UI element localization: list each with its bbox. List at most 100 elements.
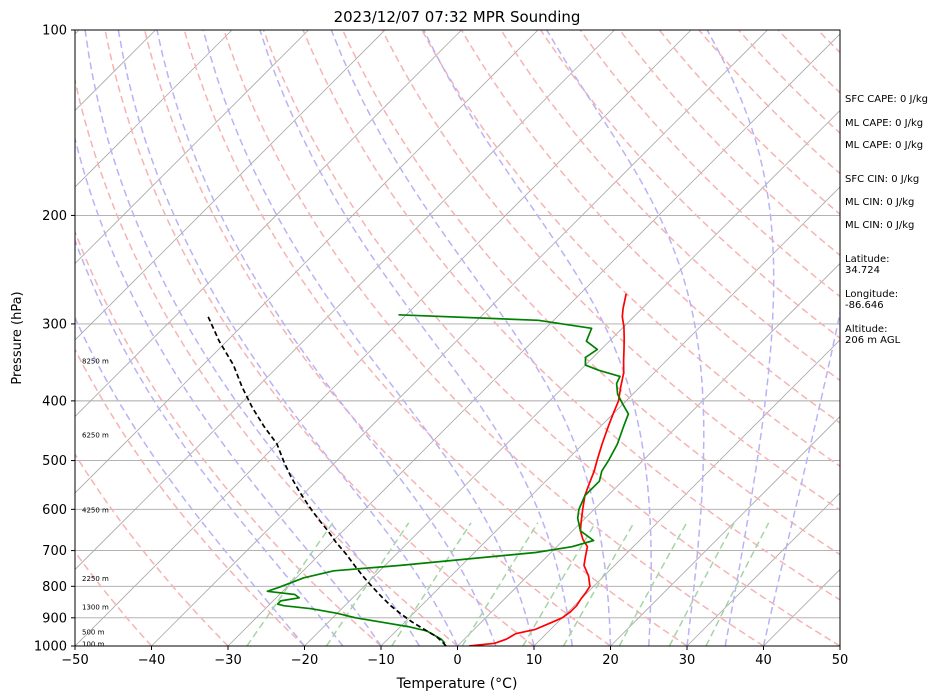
moist-adiabat-line (706, 30, 775, 646)
y-tick-label: 700 (42, 544, 67, 559)
mixing-ratio-line (668, 522, 735, 646)
isotherm-line (75, 30, 309, 265)
altitude-value: 206 m AGL (845, 335, 901, 346)
dry-adiabat-line (658, 30, 840, 216)
height-label: 4250 m (82, 507, 109, 515)
dry-adiabat-line (223, 30, 764, 646)
x-tick-label: −50 (61, 653, 88, 668)
dry-adiabat-line (421, 30, 840, 468)
latitude-label: Latitude: (845, 254, 890, 265)
y-tick-label: 900 (42, 611, 67, 626)
y-tick-label: 400 (42, 394, 67, 409)
moist-adiabat-line (546, 30, 705, 646)
x-tick-label: −20 (291, 653, 318, 668)
isotherm-line (75, 30, 692, 646)
x-tick-label: −40 (138, 653, 165, 668)
mixing-ratio-line (705, 522, 770, 646)
y-tick-label: 800 (42, 580, 67, 595)
x-tick-label: 30 (679, 653, 696, 668)
dry-adiabat-line (143, 30, 611, 646)
isotherm-line (151, 30, 768, 646)
longitude-value: -86.646 (845, 300, 884, 311)
x-axis-ticks: −50 −40 −30 −20 −10 0 10 20 30 40 50 (61, 646, 848, 668)
parcel-line (206, 314, 447, 646)
height-label: 8250 m (82, 357, 109, 365)
moist-adiabat-line (259, 30, 574, 646)
height-labels: 100 m 500 m 1300 m 2250 m 4250 m 6250 m 8250 m (82, 357, 109, 648)
x-tick-label: 40 (755, 653, 772, 668)
isotherm-line (75, 30, 462, 418)
y-tick-label: 1000 (34, 640, 67, 655)
dry-adiabat-line (500, 30, 840, 382)
x-tick-label: 10 (526, 653, 543, 668)
temperature-line (468, 293, 628, 646)
y-tick-label: 500 (42, 454, 67, 469)
dewpoint-line (266, 313, 630, 644)
x-tick-label: 0 (453, 653, 461, 668)
side-panel: SFC CAPE: 0 J/kg ML CAPE: 0 J/kg ML CAPE… (845, 94, 928, 346)
mixing-ratio-line (618, 522, 688, 646)
moist-adiabat-line (762, 309, 840, 646)
ml-cape-text-2: ML CAPE: 0 J/kg (845, 140, 923, 151)
dry-adiabat-line (579, 30, 840, 298)
moist-adiabat-line (75, 136, 382, 646)
moist-adiabat-line (75, 316, 306, 646)
isotherm-line (75, 30, 233, 188)
mixing-ratio-line (522, 522, 597, 646)
isotherm-line (380, 186, 840, 646)
isotherm-line (75, 30, 539, 494)
height-label: 6250 m (82, 431, 109, 439)
dry-adiabat-line (75, 452, 229, 646)
dry-adiabat-line (262, 30, 840, 646)
height-label: 500 m (82, 628, 105, 636)
dry-adiabat-line (381, 30, 840, 511)
height-label: 1300 m (82, 604, 109, 612)
isotherm-line (457, 262, 840, 646)
longitude-label: Longitude: (845, 289, 898, 300)
isotherm-line (610, 415, 840, 646)
chart-title: 2023/12/07 07:32 MPR Sounding (334, 8, 581, 26)
isotherm-line (304, 109, 840, 646)
isotherm-line (227, 33, 840, 646)
y-axis-label: Pressure (hPa) (10, 291, 25, 384)
dry-adiabat-line (302, 30, 840, 601)
isotherm-line (686, 492, 840, 646)
y-axis-ticks: 100 200 300 400 500 600 700 800 900 1000 (34, 24, 75, 655)
mixing-ratio-line (325, 522, 410, 646)
y-tick-label: 100 (42, 24, 67, 39)
x-tick-label: 20 (602, 653, 619, 668)
y-tick-label: 300 (42, 317, 67, 332)
dry-adiabat-line (104, 30, 535, 646)
moist-adiabat-line (202, 30, 535, 646)
y-tick-label: 600 (42, 503, 67, 518)
dry-adiabat-line (75, 229, 382, 646)
ml-cape-text-1: ML CAPE: 0 J/kg (845, 118, 923, 129)
moist-adiabat-line (75, 238, 344, 646)
x-tick-label: −10 (367, 653, 394, 668)
x-tick-label: 50 (832, 653, 849, 668)
moist-adiabat-line (423, 30, 652, 646)
mixing-ratio-line (246, 522, 334, 646)
dry-adiabat-line (183, 30, 688, 646)
moist-adiabat-line (84, 30, 420, 646)
isotherm-line (75, 30, 615, 571)
moist-adiabat-line (117, 30, 459, 646)
height-label: 100 m (82, 641, 105, 649)
sfc-cape-text: SFC CAPE: 0 J/kg (845, 94, 928, 105)
dry-adiabat-line (460, 30, 840, 424)
profile-series (206, 293, 630, 646)
ml-cin-text-2: ML CIN: 0 J/kg (845, 220, 914, 231)
x-tick-label: −30 (214, 653, 241, 668)
sfc-cin-text: SFC CIN: 0 J/kg (845, 174, 919, 185)
x-axis-label: Temperature (°C) (396, 676, 518, 692)
height-label: 2250 m (82, 575, 109, 583)
mixing-ratio-line (461, 522, 539, 646)
altitude-label: Altitude: (845, 324, 887, 335)
moist-adiabat-line (156, 30, 497, 646)
latitude-value: 34.724 (845, 265, 880, 276)
y-tick-label: 200 (42, 209, 67, 224)
isotherm-line (75, 30, 386, 341)
